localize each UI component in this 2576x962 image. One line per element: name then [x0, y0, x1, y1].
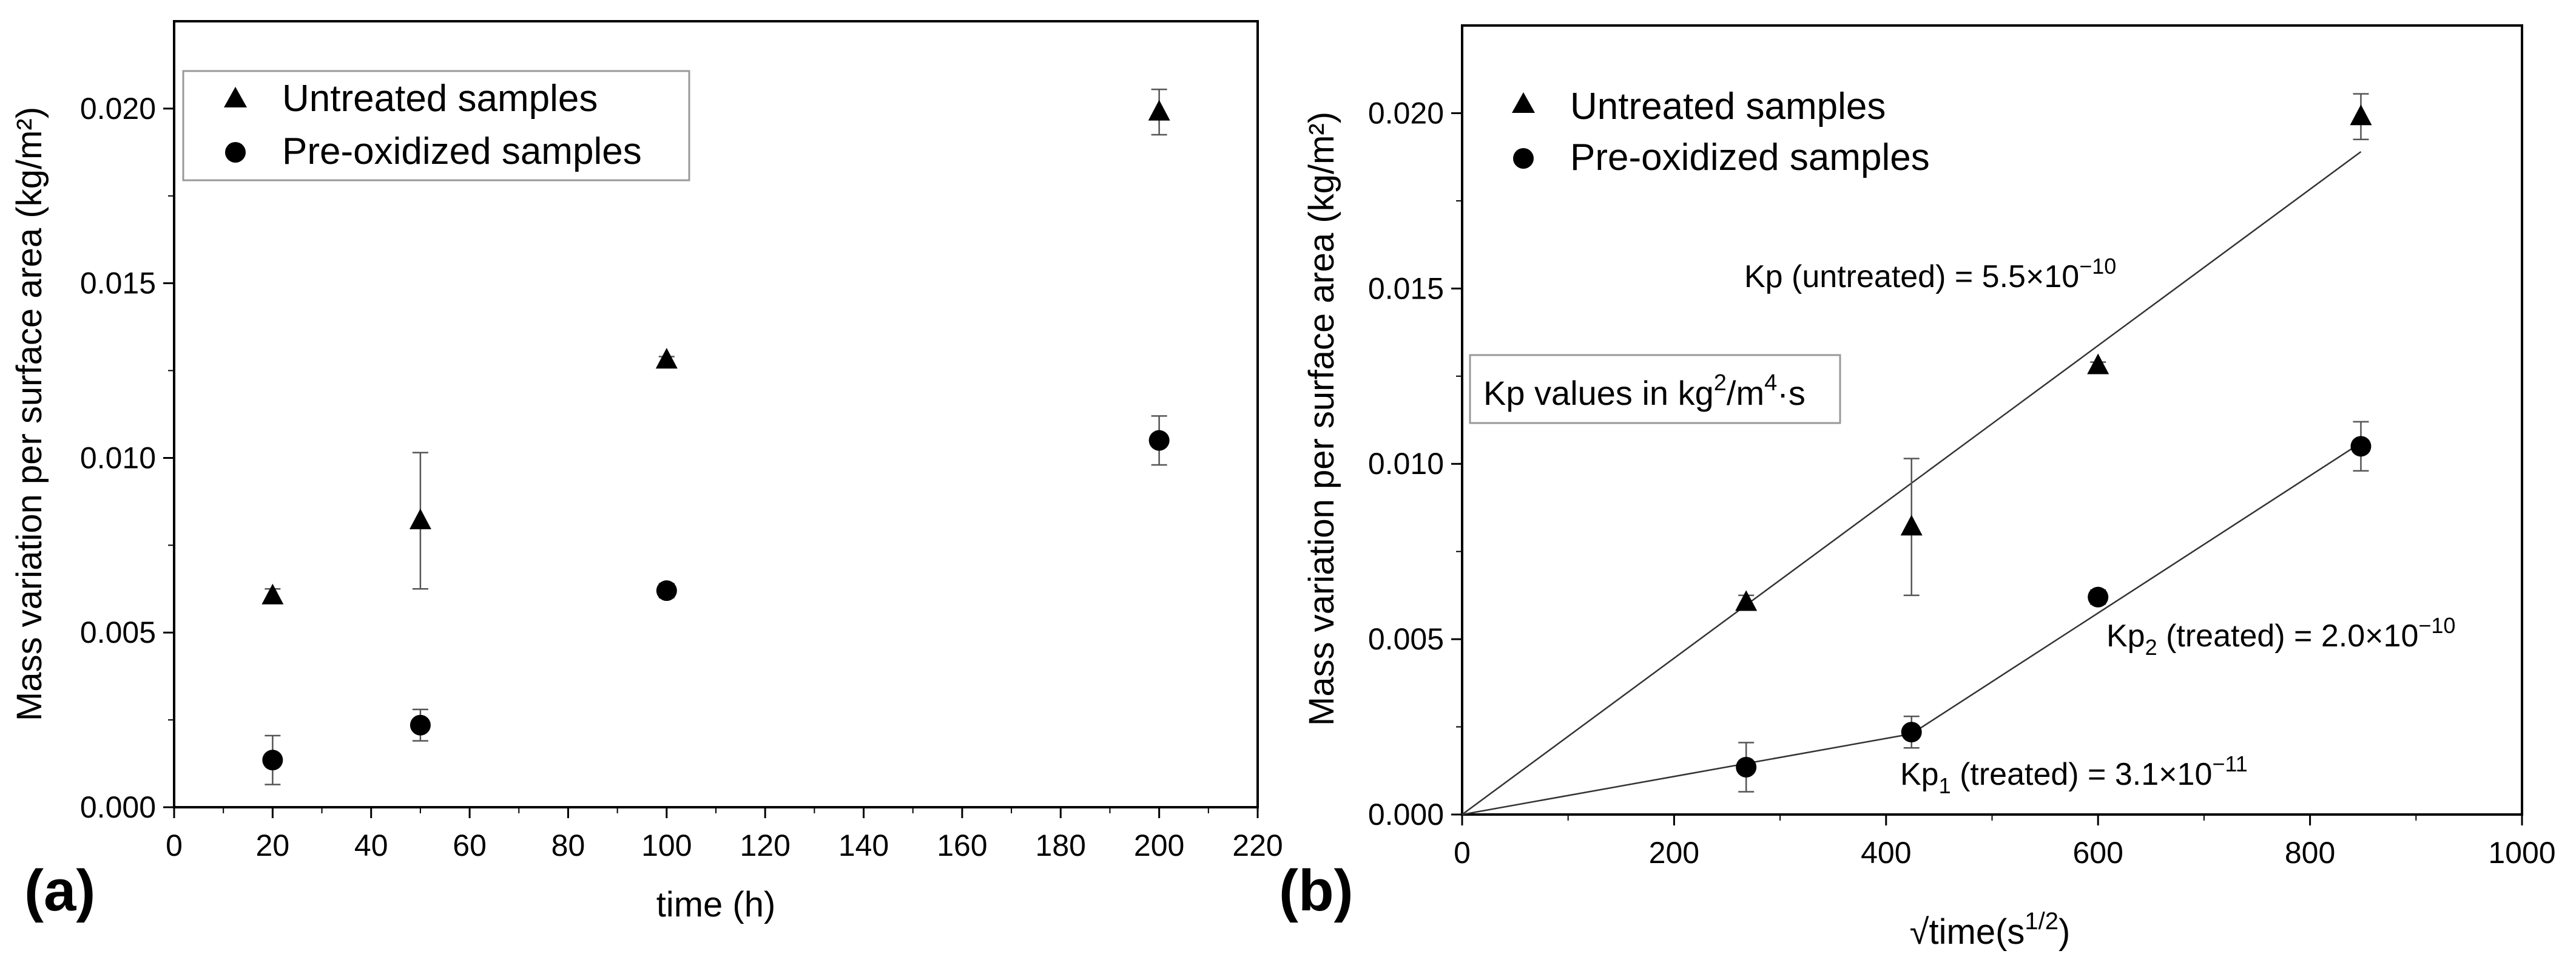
panel-a-x-tick-label-60: 60: [453, 828, 487, 862]
panel-a-data: [261, 88, 1170, 785]
panel-a-legend-circle-marker: [225, 142, 246, 163]
panel-a-y-tick-label-0.010: 0.010: [80, 441, 156, 475]
panel-a-y-tick-label-0.020: 0.020: [80, 92, 156, 126]
panel-a-x-tick-label-0: 0: [166, 828, 183, 862]
panel-a-triangle-series-0-point-1: [409, 509, 431, 530]
panel-b-data: [1735, 93, 2372, 793]
panel-b-y-tick-label-0.000: 0.000: [1368, 798, 1444, 832]
panel-b-circle-series-1-point-2: [2088, 586, 2109, 608]
panel-a-x-tick-label-140: 140: [838, 828, 889, 862]
panel-a-x-tick-label-80: 80: [551, 828, 585, 862]
panel-a-x-tick-label-120: 120: [740, 828, 790, 862]
panel-a-triangle-series-0-point-2: [655, 348, 678, 369]
panel-a-y-tick-label-0.005: 0.005: [80, 615, 156, 649]
panel-a-triangle-series-0-point-3: [1148, 100, 1170, 121]
panel-a-x-tick-label-100: 100: [641, 828, 692, 862]
panel-b-legend-untreated-label: Untreated samples: [1570, 86, 1886, 127]
panel-a: 0 20 40 60 80 100 120 140 160 180 200 220 0.0000.00…: [10, 20, 1283, 924]
panel-a-legend-triangle-marker: [224, 87, 247, 107]
panel-b-x-tick-label-200: 200: [1649, 836, 1699, 870]
panel-b-triangle-series-0-point-3: [2350, 104, 2372, 126]
panel-a-legend-box: [182, 70, 690, 181]
panel-a-legend-untreated-label: Untreated samples: [282, 78, 598, 120]
panel-a-triangle-series-0-point-0: [261, 583, 284, 605]
panel-b-y-tick-label-0.020: 0.020: [1368, 96, 1444, 130]
panel-b-y-tick-label-0.015: 0.015: [1368, 271, 1444, 305]
panel-b-circle-series-1-point-0: [1736, 757, 1757, 777]
panel-a-x-tick-label-20: 20: [256, 828, 290, 862]
panel-b-triangle-series-0-point-1: [1900, 515, 1923, 536]
panel-b-legend-triangle-marker: [1512, 92, 1535, 113]
panel-b-y-tick-label-0.010: 0.010: [1368, 447, 1444, 481]
panel-b-x-tick-label-600: 600: [2072, 836, 2123, 870]
panel-a-legend-preoxidized-label: Pre-oxidized samples: [282, 130, 642, 172]
panel-b-y-ticks: 0.000 0.005 0.010 0.015 0.020: [1368, 96, 1462, 832]
panel-b-kp-units-box: [1469, 354, 1841, 424]
panel-a-y-ticks: 0.000 0.005 0.010 0.015 0.020: [80, 92, 174, 824]
panel-b-triangle-series-0-point-0: [1735, 590, 1758, 611]
panel-a-x-tick-label-40: 40: [354, 828, 388, 862]
panel-a-x-ticks: 0 20 40 60 80 100 120 140 160 180 200 220: [166, 807, 1283, 862]
panel-a-y-axis-label: Mass variation per surface area (kg/m²): [10, 107, 49, 721]
panel-b-triangle-series-0-point-2: [2087, 353, 2109, 374]
panel-b-x-ticks: 0 200 400 600 800 1000: [1454, 815, 2556, 870]
panel-b-kp-units-text: Kp values in kg2/m4·s: [1483, 370, 1806, 412]
panel-b-x-tick-label-1000: 1000: [2488, 836, 2555, 870]
panel-b-y-axis-label: Mass variation per surface area (kg/m²): [1302, 112, 1341, 726]
panel-b-x-tick-label-800: 800: [2285, 836, 2335, 870]
panel-a-y-tick-label-0.000: 0.000: [80, 790, 156, 824]
panel-b-legend-circle-marker: [1513, 148, 1534, 169]
panel-b-kp-untreated-annotation: Kp (untreated) = 5.5×10−10: [1744, 254, 2116, 294]
panel-a-y-tick-label-0.015: 0.015: [80, 266, 156, 300]
panel-b-legend-preoxidized-label: Pre-oxidized samples: [1570, 137, 1930, 178]
panel-a-x-axis-label: time (h): [656, 885, 776, 924]
panel-b-circle-series-1-point-3: [2350, 436, 2372, 457]
panel-b-treated-fit-2-line: [1911, 442, 2362, 735]
panel-a-circle-series-1-point-3: [1148, 430, 1170, 451]
panel-a-x-tick-label-160: 160: [937, 828, 987, 862]
panel-b-x-axis-label: √time(s1/2): [1910, 908, 2071, 952]
panel-b-x-tick-label-400: 400: [1861, 836, 1911, 870]
panel-b-x-tick-label-0: 0: [1454, 836, 1471, 870]
panel-a-x-tick-label-220: 220: [1232, 828, 1283, 862]
panel-a-circle-series-1-point-1: [410, 714, 431, 736]
panel-b-circle-series-1-point-1: [1901, 722, 1922, 743]
panel-a-label: (a): [24, 858, 95, 923]
panel-b-kp1-treated-annotation: Kp1 (treated) = 3.1×10−11: [1900, 751, 2248, 798]
panel-a-circle-series-1-point-2: [656, 580, 677, 601]
panel-a-circle-series-1-point-0: [262, 750, 283, 771]
panel-b-treated-fit-1-line: [1462, 733, 1912, 816]
panel-a-x-tick-label-180: 180: [1036, 828, 1086, 862]
panel-b-kp2-treated-annotation: Kp2 (treated) = 2.0×10−10: [2106, 613, 2455, 660]
panel-b: 0 200 400 600 800 1000 0.0000.0050.0100.0150.…: [1279, 24, 2556, 952]
panel-b-label: (b): [1279, 858, 1354, 923]
panel-b-y-tick-label-0.005: 0.005: [1368, 622, 1444, 656]
panel-a-x-tick-label-200: 200: [1134, 828, 1184, 862]
